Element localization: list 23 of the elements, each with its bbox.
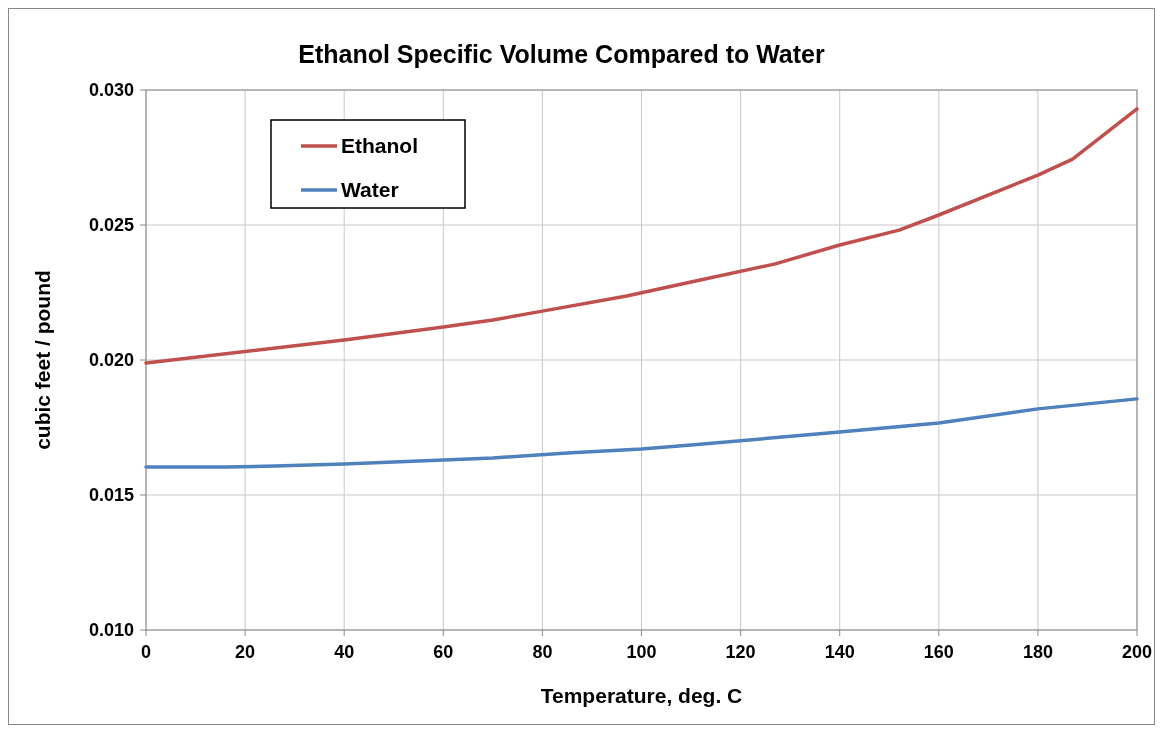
x-axis-title: Temperature, deg. C [540, 684, 743, 707]
x-tick-label: 40 [334, 642, 355, 662]
y-tick-label: 0.020 [88, 350, 134, 371]
y-tick-label: 0.010 [88, 620, 134, 641]
x-tick-label: 60 [433, 642, 454, 662]
chart-title: Ethanol Specific Volume Compared to Water [298, 40, 825, 68]
line-series [144, 397, 1139, 469]
x-tick-label: 100 [626, 642, 657, 662]
line-series [144, 107, 1139, 365]
legend-label: Water [341, 178, 399, 202]
x-tick-label: 80 [532, 642, 553, 662]
x-tick-label: 160 [923, 642, 954, 662]
x-tick-label: 0 [140, 642, 152, 662]
x-tick-label: 20 [235, 642, 256, 662]
x-tick-label: 120 [725, 642, 756, 662]
y-tick-label: 0.025 [88, 215, 134, 236]
y-axis-title: cubic feet / pound [31, 270, 54, 450]
x-tick-label: 180 [1022, 642, 1053, 662]
y-tick-label: 0.030 [88, 80, 134, 101]
x-tick-label: 200 [1121, 642, 1153, 662]
x-tick-label: 140 [824, 642, 855, 662]
legend-label: Ethanol [341, 134, 418, 158]
y-tick-label: 0.015 [88, 485, 134, 506]
